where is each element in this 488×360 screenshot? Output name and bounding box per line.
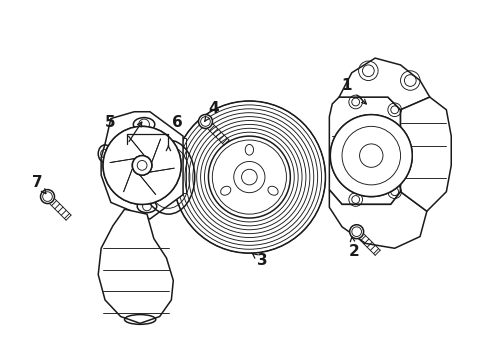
Polygon shape (329, 97, 400, 204)
Text: 4: 4 (204, 101, 218, 121)
Circle shape (349, 225, 363, 239)
Text: 1: 1 (341, 78, 366, 104)
Polygon shape (329, 190, 426, 248)
Text: 5: 5 (105, 115, 116, 130)
Text: 2: 2 (347, 237, 358, 259)
Circle shape (330, 115, 411, 197)
Circle shape (132, 156, 152, 175)
Circle shape (330, 115, 411, 197)
Circle shape (132, 156, 152, 175)
Polygon shape (400, 97, 450, 211)
Polygon shape (98, 209, 173, 323)
Circle shape (103, 126, 181, 204)
Circle shape (198, 114, 212, 129)
Circle shape (41, 190, 54, 203)
Text: 6: 6 (172, 115, 183, 130)
Polygon shape (338, 58, 429, 110)
Text: 7: 7 (32, 175, 46, 194)
Polygon shape (101, 112, 183, 219)
Text: 3: 3 (251, 253, 267, 269)
Circle shape (103, 126, 181, 204)
